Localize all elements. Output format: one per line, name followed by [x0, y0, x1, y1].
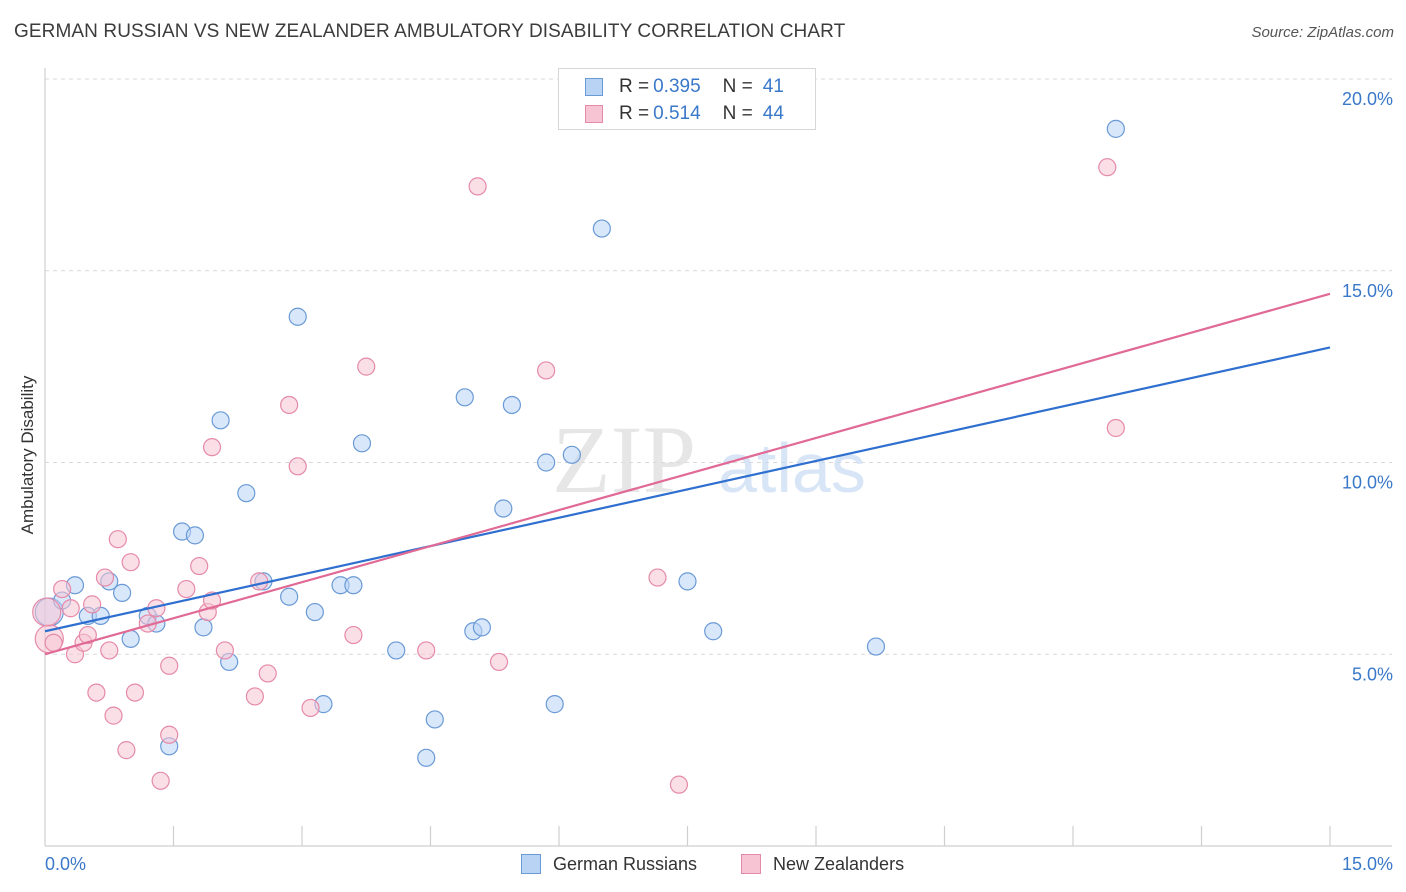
- legend-r-label: R =: [619, 103, 650, 124]
- y-tick-label: 20.0%: [1342, 89, 1393, 109]
- legend-n-label: N =: [722, 103, 753, 124]
- point-new-zealanders: [190, 556, 209, 576]
- point-new-zealanders: [95, 568, 115, 587]
- point-new-zealanders: [83, 595, 102, 614]
- point-new-zealanders: [468, 177, 487, 196]
- point-german-russians: [537, 453, 556, 472]
- point-german-russians: [592, 219, 611, 238]
- point-new-zealanders: [125, 683, 145, 702]
- legend-r-label: R =: [619, 76, 650, 97]
- chart-title: GERMAN RUSSIAN VS NEW ZEALANDER AMBULATO…: [14, 21, 846, 42]
- point-new-zealanders: [117, 741, 136, 760]
- point-german-russians: [112, 583, 132, 602]
- legend-swatch-pink: [585, 105, 603, 123]
- point-new-zealanders: [160, 725, 179, 744]
- bottom-legend-german-russians: German Russians: [521, 852, 697, 876]
- trend-line-german-russians: [44, 346, 1331, 633]
- point-german-russians: [472, 618, 491, 637]
- point-german-russians: [678, 572, 697, 591]
- point-new-zealanders: [669, 775, 689, 794]
- point-new-zealanders: [87, 683, 106, 702]
- legend-n-value: 41: [762, 76, 784, 97]
- point-new-zealanders: [151, 771, 170, 790]
- point-new-zealanders: [121, 553, 140, 572]
- point-german-russians: [344, 576, 363, 595]
- point-new-zealanders: [32, 597, 62, 627]
- legend-r-value: 0.395: [653, 76, 701, 97]
- axes: [44, 68, 1392, 847]
- trend-line-new-zealanders: [44, 292, 1331, 656]
- point-new-zealanders: [537, 361, 556, 380]
- watermark: ZIP atlas: [552, 406, 866, 513]
- bottom-legend-swatch-pink: [741, 854, 761, 874]
- point-german-russians: [545, 695, 564, 714]
- bottom-legend-swatch-blue: [521, 854, 541, 874]
- watermark-atlas: atlas: [718, 429, 866, 507]
- bottom-legend-new-zealanders: New Zealanders: [741, 852, 904, 876]
- point-new-zealanders: [202, 438, 222, 457]
- point-new-zealanders: [215, 641, 234, 660]
- point-new-zealanders: [258, 664, 277, 683]
- legend-row-german-russians: R = 0.395 N = 41: [585, 75, 784, 99]
- bottom-legend-label: New Zealanders: [773, 853, 905, 874]
- point-german-russians: [1106, 119, 1125, 138]
- tick-labels: 5.0% 10.0% 15.0% 20.0% 0.0% 15.0%: [45, 89, 1393, 874]
- source-label: Source: ZipAtlas.com: [1251, 24, 1394, 41]
- legend-n-label: N =: [722, 76, 753, 97]
- point-german-russians: [211, 411, 230, 430]
- point-new-zealanders: [357, 357, 376, 376]
- y-tick-label: 15.0%: [1342, 281, 1393, 301]
- point-new-zealanders: [280, 395, 299, 415]
- point-new-zealanders: [648, 568, 667, 587]
- point-new-zealanders: [104, 706, 123, 725]
- point-german-russians: [494, 499, 513, 518]
- point-new-zealanders: [160, 656, 179, 675]
- point-german-russians: [562, 445, 581, 464]
- stats-legend: R = 0.395 N = 41 R = 0.514 N = 44: [558, 68, 816, 130]
- legend-swatch-blue: [585, 78, 603, 96]
- point-new-zealanders: [1098, 158, 1117, 177]
- data-points: [32, 119, 1125, 794]
- point-new-zealanders: [44, 633, 63, 652]
- point-new-zealanders: [177, 579, 196, 599]
- point-german-russians: [194, 618, 213, 637]
- point-new-zealanders: [489, 652, 509, 672]
- point-german-russians: [288, 307, 307, 326]
- x-tick-label: 0.0%: [45, 854, 86, 874]
- point-new-zealanders: [250, 572, 269, 591]
- point-new-zealanders: [61, 599, 80, 618]
- point-new-zealanders: [288, 457, 307, 476]
- y-tick-label: 5.0%: [1352, 664, 1393, 684]
- legend-n-value: 44: [762, 103, 784, 124]
- point-new-zealanders: [245, 687, 264, 706]
- point-new-zealanders: [1106, 418, 1125, 438]
- legend-row-new-zealanders: R = 0.514 N = 44: [585, 102, 784, 126]
- grid: [45, 78, 1392, 655]
- point-german-russians: [280, 587, 299, 606]
- point-german-russians: [185, 526, 205, 545]
- point-german-russians: [866, 637, 886, 656]
- point-german-russians: [305, 602, 324, 622]
- point-new-zealanders: [53, 579, 72, 599]
- point-german-russians: [352, 434, 372, 453]
- point-new-zealanders: [344, 625, 363, 645]
- x-tick-label: 15.0%: [1342, 854, 1393, 874]
- point-german-russians: [387, 641, 406, 660]
- point-new-zealanders: [417, 641, 436, 660]
- point-new-zealanders: [78, 625, 97, 645]
- point-german-russians: [237, 484, 256, 503]
- point-german-russians: [425, 710, 444, 729]
- y-tick-label: 10.0%: [1342, 473, 1393, 493]
- point-german-russians: [455, 388, 474, 407]
- legend-r-value: 0.514: [653, 103, 701, 124]
- point-german-russians: [417, 748, 436, 767]
- point-german-russians: [502, 395, 521, 415]
- point-new-zealanders: [301, 698, 320, 718]
- point-new-zealanders: [108, 530, 127, 549]
- point-new-zealanders: [100, 641, 119, 660]
- bottom-legend-label: German Russians: [553, 853, 698, 874]
- point-german-russians: [704, 622, 723, 641]
- trend-lines: [44, 292, 1331, 656]
